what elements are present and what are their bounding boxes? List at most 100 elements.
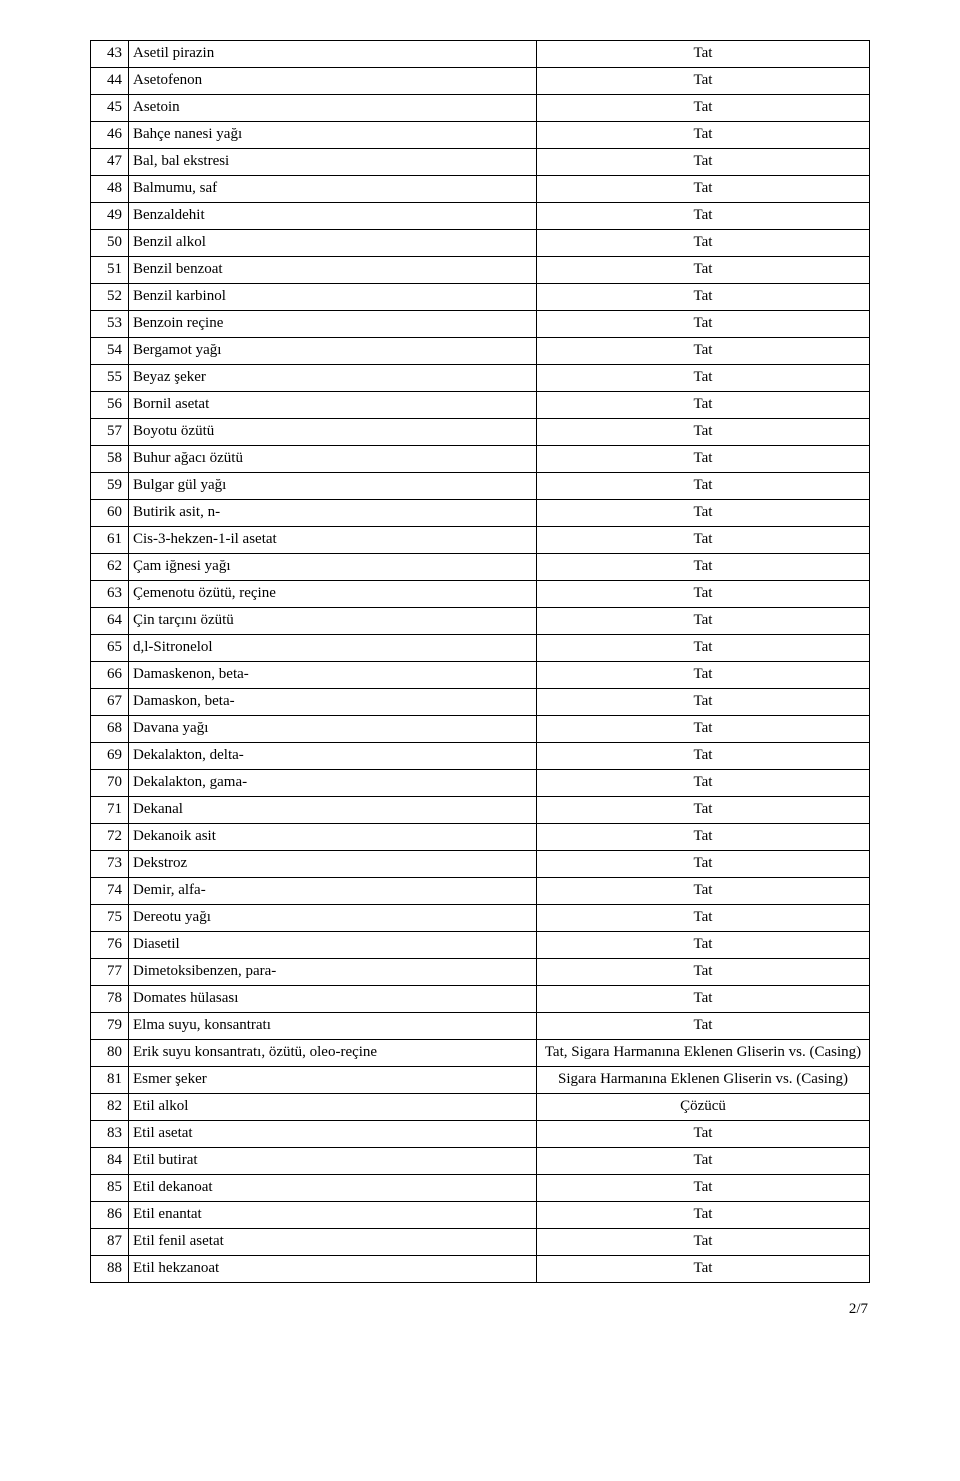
ingredient-value: Tat [537, 689, 870, 716]
table-row: 48Balmumu, safTat [91, 176, 870, 203]
row-number: 55 [91, 365, 129, 392]
ingredient-value: Tat [537, 1148, 870, 1175]
table-row: 69Dekalakton, delta-Tat [91, 743, 870, 770]
row-number: 77 [91, 959, 129, 986]
ingredient-value: Tat [537, 365, 870, 392]
ingredient-value: Tat [537, 446, 870, 473]
ingredient-name: Benzaldehit [129, 203, 537, 230]
ingredient-name: Beyaz şeker [129, 365, 537, 392]
ingredient-value: Tat [537, 500, 870, 527]
ingredient-value: Tat [537, 1202, 870, 1229]
ingredient-value: Tat [537, 203, 870, 230]
table-row: 78Domates hülasasıTat [91, 986, 870, 1013]
ingredient-value: Tat [537, 797, 870, 824]
row-number: 78 [91, 986, 129, 1013]
ingredient-name: Dekalakton, gama- [129, 770, 537, 797]
row-number: 47 [91, 149, 129, 176]
table-row: 82Etil alkolÇözücü [91, 1094, 870, 1121]
row-number: 44 [91, 68, 129, 95]
ingredient-value: Tat [537, 284, 870, 311]
ingredient-value: Tat [537, 257, 870, 284]
row-number: 48 [91, 176, 129, 203]
document-page: 43Asetil pirazinTat44AsetofenonTat45Aset… [0, 0, 960, 1348]
table-row: 81Esmer şekerSigara Harmanına Eklenen Gl… [91, 1067, 870, 1094]
ingredient-name: Damaskon, beta- [129, 689, 537, 716]
table-row: 76DiasetilTat [91, 932, 870, 959]
row-number: 58 [91, 446, 129, 473]
table-row: 51Benzil benzoatTat [91, 257, 870, 284]
table-row: 46Bahçe nanesi yağıTat [91, 122, 870, 149]
row-number: 74 [91, 878, 129, 905]
ingredient-value: Sigara Harmanına Eklenen Gliserin vs. (C… [537, 1067, 870, 1094]
table-row: 70Dekalakton, gama-Tat [91, 770, 870, 797]
row-number: 46 [91, 122, 129, 149]
table-row: 60Butirik asit, n-Tat [91, 500, 870, 527]
ingredient-value: Tat [537, 311, 870, 338]
row-number: 43 [91, 41, 129, 68]
ingredient-value: Tat [537, 1121, 870, 1148]
table-row: 75Dereotu yağıTat [91, 905, 870, 932]
ingredient-name: Etil alkol [129, 1094, 537, 1121]
table-row: 80Erik suyu konsantratı, özütü, oleo-reç… [91, 1040, 870, 1067]
table-row: 44AsetofenonTat [91, 68, 870, 95]
ingredient-value: Tat [537, 851, 870, 878]
row-number: 59 [91, 473, 129, 500]
ingredient-name: Benzil benzoat [129, 257, 537, 284]
row-number: 76 [91, 932, 129, 959]
ingredient-name: Dekalakton, delta- [129, 743, 537, 770]
ingredient-value: Tat [537, 1013, 870, 1040]
table-row: 79Elma suyu, konsantratıTat [91, 1013, 870, 1040]
table-row: 74Demir, alfa-Tat [91, 878, 870, 905]
ingredient-name: Davana yağı [129, 716, 537, 743]
ingredient-value: Tat [537, 635, 870, 662]
row-number: 79 [91, 1013, 129, 1040]
ingredient-value: Tat [537, 419, 870, 446]
row-number: 83 [91, 1121, 129, 1148]
ingredient-value: Tat [537, 770, 870, 797]
table-row: 88Etil hekzanoatTat [91, 1256, 870, 1283]
ingredient-value: Tat [537, 608, 870, 635]
ingredient-name: Elma suyu, konsantratı [129, 1013, 537, 1040]
ingredient-name: Buhur ağacı özütü [129, 446, 537, 473]
row-number: 85 [91, 1175, 129, 1202]
ingredient-name: d,l-Sitronelol [129, 635, 537, 662]
ingredient-name: Benzil karbinol [129, 284, 537, 311]
table-row: 66Damaskenon, beta-Tat [91, 662, 870, 689]
ingredient-name: Bornil asetat [129, 392, 537, 419]
ingredient-value: Tat, Sigara Harmanına Eklenen Gliserin v… [537, 1040, 870, 1067]
ingredient-name: Demir, alfa- [129, 878, 537, 905]
table-row: 55Beyaz şekerTat [91, 365, 870, 392]
row-number: 62 [91, 554, 129, 581]
row-number: 70 [91, 770, 129, 797]
table-row: 63Çemenotu özütü, reçineTat [91, 581, 870, 608]
ingredient-value: Tat [537, 1175, 870, 1202]
table-row: 62Çam iğnesi yağıTat [91, 554, 870, 581]
ingredient-value: Tat [537, 878, 870, 905]
row-number: 67 [91, 689, 129, 716]
table-row: 50Benzil alkolTat [91, 230, 870, 257]
ingredient-name: Dereotu yağı [129, 905, 537, 932]
table-row: 86Etil enantatTat [91, 1202, 870, 1229]
row-number: 65 [91, 635, 129, 662]
row-number: 50 [91, 230, 129, 257]
ingredient-value: Tat [537, 554, 870, 581]
table-row: 58Buhur ağacı özütüTat [91, 446, 870, 473]
row-number: 73 [91, 851, 129, 878]
ingredient-value: Tat [537, 95, 870, 122]
ingredient-value: Tat [537, 824, 870, 851]
table-row: 57Boyotu özütüTat [91, 419, 870, 446]
ingredient-value: Tat [537, 338, 870, 365]
ingredient-value: Çözücü [537, 1094, 870, 1121]
row-number: 88 [91, 1256, 129, 1283]
table-row: 47Bal, bal ekstresiTat [91, 149, 870, 176]
table-row: 65d,l-SitronelolTat [91, 635, 870, 662]
ingredient-name: Dimetoksibenzen, para- [129, 959, 537, 986]
ingredient-value: Tat [537, 527, 870, 554]
ingredients-table: 43Asetil pirazinTat44AsetofenonTat45Aset… [90, 40, 870, 1283]
ingredient-name: Dekstroz [129, 851, 537, 878]
ingredient-name: Bal, bal ekstresi [129, 149, 537, 176]
table-row: 84Etil butiratTat [91, 1148, 870, 1175]
table-row: 52Benzil karbinolTat [91, 284, 870, 311]
table-row: 67Damaskon, beta-Tat [91, 689, 870, 716]
ingredient-name: Bulgar gül yağı [129, 473, 537, 500]
